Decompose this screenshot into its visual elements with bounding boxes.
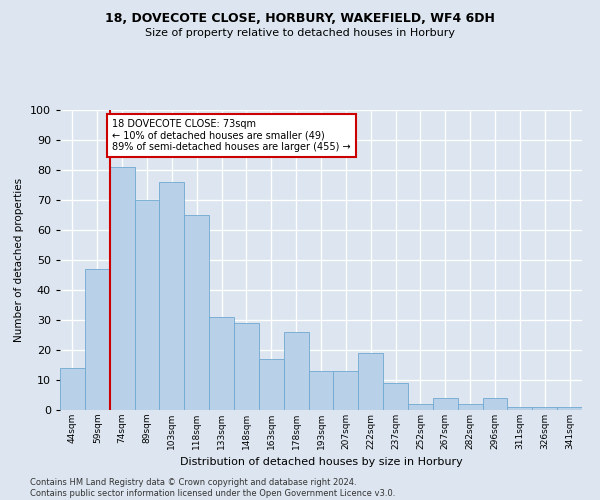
Bar — [259, 359, 284, 410]
Bar — [209, 317, 234, 410]
Bar — [408, 404, 433, 410]
Text: Size of property relative to detached houses in Horbury: Size of property relative to detached ho… — [145, 28, 455, 38]
Bar — [508, 407, 532, 410]
Bar — [308, 371, 334, 410]
Bar — [234, 323, 259, 410]
Bar — [358, 353, 383, 410]
Bar — [482, 398, 508, 410]
Bar — [532, 407, 557, 410]
Bar — [383, 383, 408, 410]
Bar — [134, 200, 160, 410]
Bar — [433, 398, 458, 410]
Y-axis label: Number of detached properties: Number of detached properties — [14, 178, 25, 342]
Text: 18 DOVECOTE CLOSE: 73sqm
← 10% of detached houses are smaller (49)
89% of semi-d: 18 DOVECOTE CLOSE: 73sqm ← 10% of detach… — [112, 119, 351, 152]
Bar — [458, 404, 482, 410]
Text: Contains HM Land Registry data © Crown copyright and database right 2024.
Contai: Contains HM Land Registry data © Crown c… — [30, 478, 395, 498]
Bar — [160, 182, 184, 410]
Bar — [85, 269, 110, 410]
Bar — [184, 215, 209, 410]
Bar — [557, 407, 582, 410]
Text: 18, DOVECOTE CLOSE, HORBURY, WAKEFIELD, WF4 6DH: 18, DOVECOTE CLOSE, HORBURY, WAKEFIELD, … — [105, 12, 495, 26]
Bar — [60, 368, 85, 410]
Bar — [284, 332, 308, 410]
X-axis label: Distribution of detached houses by size in Horbury: Distribution of detached houses by size … — [179, 458, 463, 468]
Bar — [334, 371, 358, 410]
Bar — [110, 167, 134, 410]
